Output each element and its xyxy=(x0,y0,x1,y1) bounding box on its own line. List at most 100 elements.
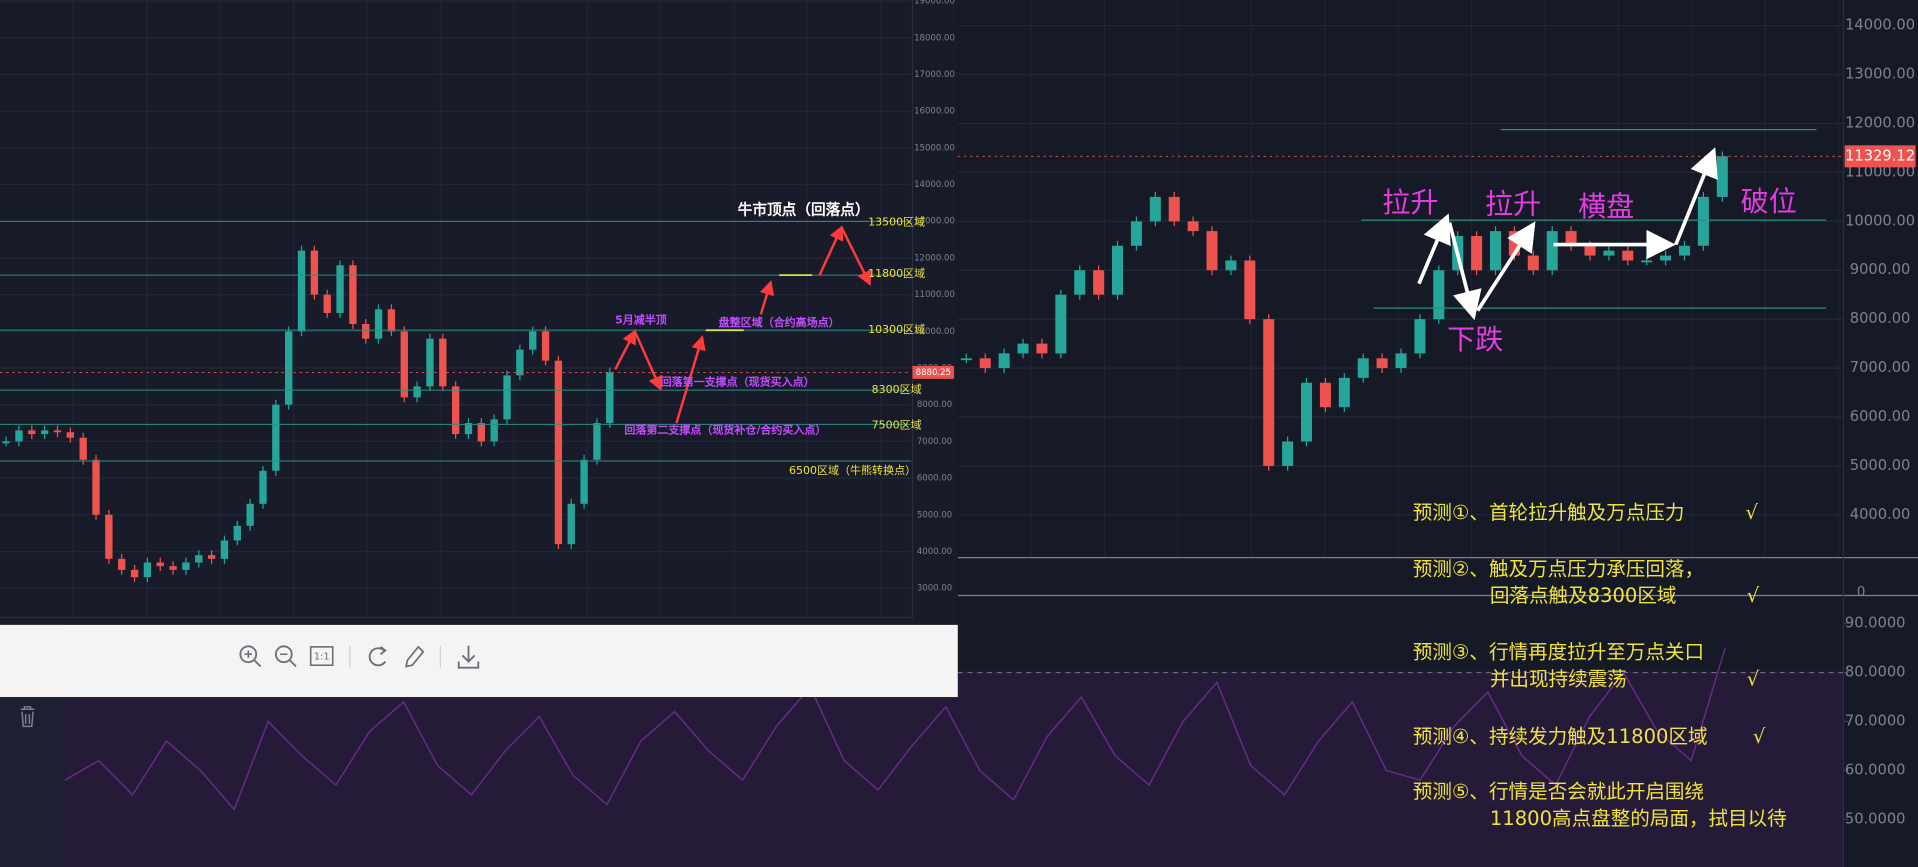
candle xyxy=(426,338,434,387)
prediction-line: 预测①、首轮拉升触及万点压力 xyxy=(1413,501,1685,524)
y-tick-label: 80.0000 xyxy=(1845,664,1906,681)
candle xyxy=(413,386,421,398)
candle xyxy=(1584,245,1596,256)
candle xyxy=(28,430,36,435)
candle xyxy=(1225,260,1237,271)
candle xyxy=(1641,260,1653,263)
annotation: 7500区域 xyxy=(872,419,922,432)
trend-arrow xyxy=(1476,221,1536,312)
annotation: 6500区域（牛熊转换点） xyxy=(789,463,916,477)
y-tick-label: 15000.00 xyxy=(914,143,955,153)
candle xyxy=(79,437,87,460)
candle xyxy=(1187,221,1199,232)
candle xyxy=(1263,319,1275,466)
annotation: 破位 xyxy=(1741,185,1797,218)
forecast-arrow xyxy=(759,280,775,315)
reset-button[interactable] xyxy=(309,646,334,667)
candle xyxy=(1130,221,1142,246)
candle xyxy=(143,562,152,578)
candle xyxy=(15,430,23,442)
candle xyxy=(336,265,344,313)
candle xyxy=(1074,270,1086,295)
candle xyxy=(130,569,139,578)
forecast-arrow xyxy=(675,335,706,424)
y-tick-label: 19000.00 xyxy=(914,0,955,7)
download-button[interactable] xyxy=(457,645,480,669)
volume-tick-label: 0 xyxy=(1857,585,1866,600)
y-tick-label: 13000.00 xyxy=(1845,66,1915,83)
annotation: 13500区域 xyxy=(868,216,925,229)
annotation: 8300区域 xyxy=(872,383,922,396)
candle xyxy=(40,430,49,435)
forecast-arrow xyxy=(840,226,871,286)
y-tick-label: 14000.00 xyxy=(914,180,955,190)
y-tick-label: 90.0000 xyxy=(1845,615,1906,632)
y-tick-label: 17000.00 xyxy=(914,70,955,80)
edit-button[interactable] xyxy=(405,645,425,668)
candle xyxy=(490,419,498,442)
annotation: 盘整区域（合约高场点） xyxy=(719,315,840,329)
y-tick-label: 50.0000 xyxy=(1845,810,1906,827)
candle xyxy=(272,404,280,471)
candle xyxy=(1055,294,1067,354)
y-tick-label: 4000.00 xyxy=(1850,506,1911,523)
candle xyxy=(374,309,383,339)
annotation: 牛市顶点（回落点） xyxy=(738,200,870,218)
y-tick-label: 11000.00 xyxy=(1845,163,1915,180)
prediction-line: 回落点触及8300区域 xyxy=(1490,584,1677,607)
zoom-in-button[interactable] xyxy=(239,645,258,664)
candle xyxy=(118,558,126,570)
candle xyxy=(606,372,614,424)
candle xyxy=(1376,358,1388,369)
candle xyxy=(1395,353,1407,369)
candle xyxy=(1678,245,1690,256)
prediction-check: √ xyxy=(1747,667,1760,690)
rsi-line xyxy=(64,647,1726,811)
candle xyxy=(105,514,113,559)
candle xyxy=(1017,343,1029,354)
candle xyxy=(567,503,575,545)
candle xyxy=(1622,250,1634,261)
candle xyxy=(580,459,588,504)
candle xyxy=(477,423,486,442)
candle xyxy=(998,353,1010,369)
candle xyxy=(1433,270,1445,320)
candle xyxy=(593,423,601,460)
candle xyxy=(220,540,229,559)
y-tick-label: 7000.00 xyxy=(917,437,952,447)
y-tick-label: 5000.00 xyxy=(1850,457,1911,474)
y-tick-label: 5000.00 xyxy=(917,510,952,520)
candle xyxy=(464,423,473,435)
prediction-line: 预测③、行情再度拉升至万点关口 xyxy=(1413,641,1704,664)
y-tick-label: 8000.00 xyxy=(1850,310,1911,327)
candle xyxy=(1282,441,1294,466)
rotate-button[interactable] xyxy=(368,647,387,667)
icon-part xyxy=(253,659,262,668)
reset-label: 1:1 xyxy=(314,652,330,663)
candle xyxy=(1565,231,1577,246)
candle xyxy=(516,349,524,376)
candle xyxy=(529,331,537,350)
y-tick-label: 6000.00 xyxy=(917,474,952,484)
forecast-arrow xyxy=(818,225,844,276)
candle xyxy=(156,562,164,567)
forecast-arrow xyxy=(633,330,663,392)
delete-button[interactable] xyxy=(20,706,35,728)
candle xyxy=(285,331,293,405)
candle xyxy=(1414,319,1426,354)
candle xyxy=(1319,382,1331,408)
price-tag-label: 8880.25 xyxy=(916,368,951,378)
candle xyxy=(66,432,75,438)
trend-arrow xyxy=(1417,213,1451,285)
prediction-line: 并出现持续震荡 xyxy=(1490,667,1627,690)
prediction-line: 预测②、触及万点压力承压回落， xyxy=(1413,557,1704,580)
y-tick-label: 3000.00 xyxy=(917,584,952,594)
zoom-out-button[interactable] xyxy=(274,645,293,664)
annotation: 回落第二支撑点（现货补仓/合约买入点） xyxy=(624,422,826,436)
candle xyxy=(2,441,10,444)
candle xyxy=(233,525,241,541)
candle xyxy=(451,386,460,435)
candle xyxy=(1357,358,1369,378)
candle xyxy=(1168,196,1180,222)
